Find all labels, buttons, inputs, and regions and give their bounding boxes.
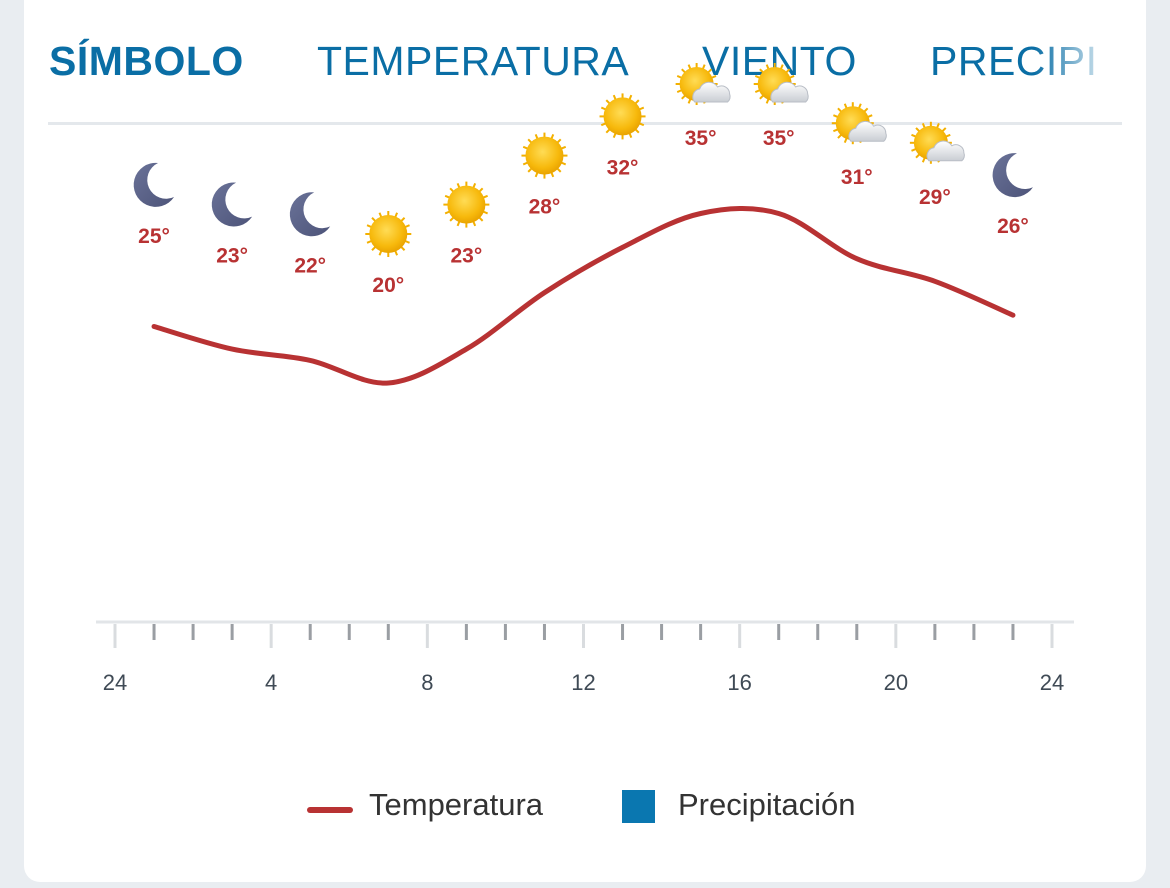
temperature-point-label: 23° xyxy=(216,245,248,268)
temperature-chart: 24 4 8 12 16 20 24 25° 23° 22° 20° 23° 28° 32° 35° 35° 3… xyxy=(96,63,1074,695)
temperature-point-label: 20° xyxy=(372,274,404,297)
sun-icon xyxy=(599,93,646,140)
temperature-point-label: 29° xyxy=(919,186,951,209)
temperature-point-label: 26° xyxy=(997,215,1029,238)
temperature-point-label: 28° xyxy=(529,196,561,219)
temperature-point-label: 31° xyxy=(841,166,873,189)
temperature-point-label: 25° xyxy=(138,225,170,248)
tab-divider xyxy=(48,122,1122,125)
sun-icon xyxy=(365,211,412,257)
x-axis-tick-label: 4 xyxy=(265,670,277,695)
x-axis-tick-label: 16 xyxy=(727,670,751,695)
x-axis-tick-label: 24 xyxy=(103,670,127,695)
temperature-point-label: 35° xyxy=(685,127,717,150)
forecast-card: SÍMBOLO TEMPERATURA VIENTO PRECIPI 24 4 8 1… xyxy=(24,0,1146,882)
sun-icon xyxy=(521,132,568,179)
sun-cloud-icon xyxy=(909,121,965,164)
moon-icon xyxy=(289,192,331,237)
sun-cloud-icon xyxy=(675,63,731,105)
sun-icon xyxy=(443,181,490,228)
temperature-line xyxy=(151,206,1016,386)
temperature-point-label: 22° xyxy=(294,254,326,277)
temperature-point-label: 35° xyxy=(763,127,795,150)
x-axis-tick-label: 12 xyxy=(571,670,595,695)
sun-cloud-icon xyxy=(831,102,887,145)
moon-icon xyxy=(133,162,175,207)
temperature-point-label: 32° xyxy=(607,156,639,179)
tab-temperatura[interactable]: TEMPERATURA xyxy=(317,38,630,84)
moon-icon xyxy=(992,153,1033,198)
moon-icon xyxy=(211,182,253,227)
legend-temperature-swatch xyxy=(307,807,353,813)
tab-simbolo[interactable]: SÍMBOLO xyxy=(49,38,244,84)
legend-precipitation-swatch xyxy=(622,790,655,823)
temperature-point-label: 23° xyxy=(450,245,482,268)
legend-temperature-label: Temperatura xyxy=(369,787,544,822)
legend-precipitation-label: Precipitación xyxy=(678,787,856,822)
sun-cloud-icon xyxy=(753,63,809,105)
x-axis-tick-label: 20 xyxy=(884,670,908,695)
x-axis-tick-label: 8 xyxy=(421,670,433,695)
x-axis-tick-label: 24 xyxy=(1040,670,1064,695)
